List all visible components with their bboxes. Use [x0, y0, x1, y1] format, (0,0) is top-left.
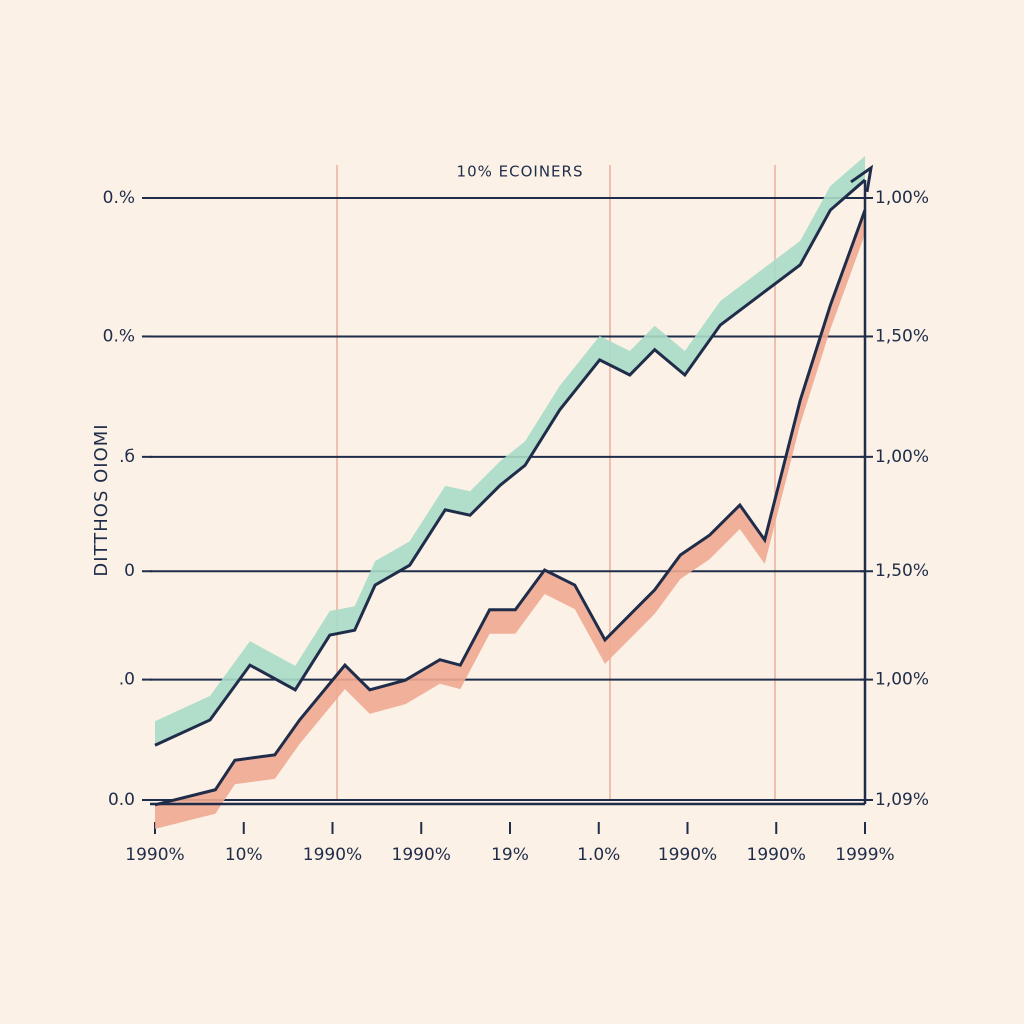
y-tick-label: .б [119, 447, 135, 467]
y-tick-label: .0 [119, 670, 135, 690]
y2-tick-label: 1,00% [875, 447, 929, 467]
y2-tick-label: 1,09% [875, 790, 929, 810]
x-tick-label: 1.0% [577, 845, 620, 865]
y2-tick-label: 1,00% [875, 670, 929, 690]
y2-tick-label: 1,00% [875, 188, 929, 208]
y-tick-label: 0.0 [108, 790, 135, 810]
x-tick-label: 10% [225, 845, 263, 865]
y-axis-label: DITTHOS OIOMI [91, 423, 112, 576]
y2-tick-label: 1,50% [875, 561, 929, 581]
x-tick-label: 19% [491, 845, 529, 865]
x-tick-label: 1990% [658, 845, 717, 865]
y-tick-label: 0 [124, 561, 135, 581]
y2-tick-label: 1,50% [875, 326, 929, 346]
series-line [154, 178, 866, 747]
series-line [154, 209, 867, 807]
arrow-head [850, 164, 874, 193]
x-tick-label: 1990% [125, 845, 184, 865]
y-tick-label: 0.% [103, 326, 135, 346]
y-tick-label: 0.% [103, 188, 135, 208]
x-tick-label: 1990% [303, 845, 362, 865]
x-tick-label: 1990% [747, 845, 806, 865]
x-tick-label: 1999% [835, 845, 894, 865]
x-tick-label: 1990% [392, 845, 451, 865]
series-band [155, 155, 865, 746]
chart-title: 10% ECOINERS [457, 163, 584, 181]
